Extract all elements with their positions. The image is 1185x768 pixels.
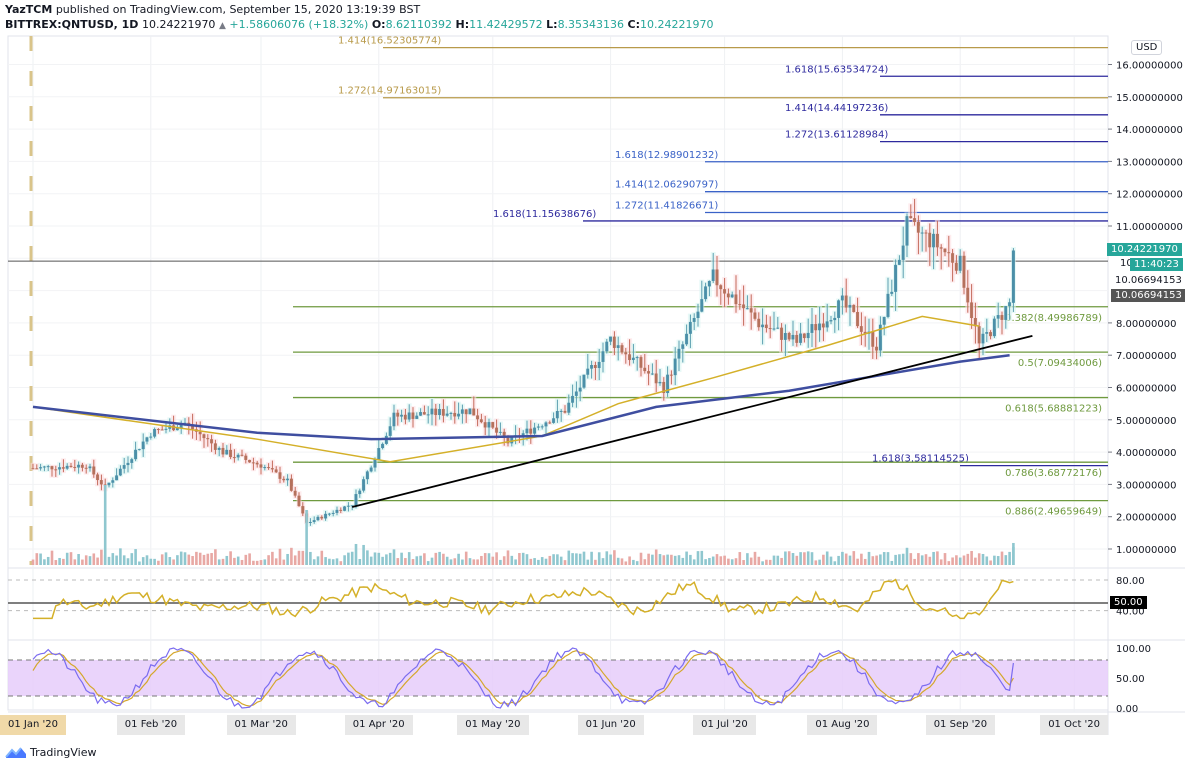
rsi-tick-label: 40.00 <box>1116 607 1145 618</box>
price-tick-label: 6.00000000 <box>1116 384 1176 395</box>
price-tick-label: 12.00000000 <box>1116 190 1183 201</box>
fib-retracement-label: 0.5(7.09434006) <box>1018 358 1102 369</box>
low-label: L: <box>546 18 558 31</box>
fib-retracement-label: 0.382(8.49986789) <box>1005 313 1102 324</box>
rsi-line[interactable] <box>33 578 1014 620</box>
published-text: published on TradingView.com, September … <box>55 3 421 16</box>
fib-extension-label: 1.618(12.98901232) <box>615 150 718 161</box>
time-axis-label: 01 Jul '20 <box>693 715 756 735</box>
fib-extension-label: 1.618(3.58114525) <box>872 454 969 465</box>
time-axis-label: 01 Oct '20 <box>1040 715 1109 735</box>
fib-extension-label: 1.272(13.61128984) <box>785 130 888 141</box>
fib-extension-label: 1.414(14.44197236) <box>785 103 888 114</box>
hline-value-label: 10.06694153 <box>1115 275 1182 286</box>
time-axis-label: 01 Aug '20 <box>807 715 878 735</box>
support-trendline[interactable] <box>351 334 1033 508</box>
open-value: 8.62110392 <box>385 18 453 31</box>
time-axis-label: 01 Apr '20 <box>344 715 413 735</box>
price-tick-label: 3.00000000 <box>1116 480 1176 491</box>
price-tick-label: 11.00000000 <box>1116 222 1183 233</box>
fib-retracement-label: 0.886(2.49659649) <box>1005 507 1102 518</box>
rsi-tick-label: 80.00 <box>1116 576 1145 587</box>
open-label: O: <box>371 18 386 31</box>
last-price: 10.24221970 <box>141 18 216 31</box>
price-tick-label: 15.00000000 <box>1116 93 1183 104</box>
time-axis-label: 01 Jun '20 <box>577 715 644 735</box>
price-tick-label: 7.00000000 <box>1116 351 1176 362</box>
close-value: 10.24221970 <box>640 18 714 31</box>
fib-extension-label: 1.272(11.41826671) <box>615 200 718 211</box>
price-tick-label: 2.00000000 <box>1116 513 1176 524</box>
partial-price-tick: 10. <box>1120 258 1136 269</box>
high-label: H: <box>455 18 470 31</box>
fib-retracement-label: 0.786(3.68772176) <box>1005 468 1102 479</box>
ma-fast-line[interactable] <box>32 315 980 463</box>
price-tick-label: 1.00000000 <box>1116 545 1176 556</box>
fib-extension-label: 1.414(16.52305774) <box>338 36 441 47</box>
price-tick-label: 13.00000000 <box>1116 157 1183 168</box>
stoch-k-line[interactable] <box>32 647 1014 709</box>
fib-extension-label: 1.618(15.63534724) <box>785 64 888 75</box>
tradingview-logo[interactable]: TradingView <box>5 745 96 759</box>
rsi-current-tag: 50.00 <box>1110 596 1147 609</box>
fib-extension-label: 1.414(12.06290797) <box>615 180 718 191</box>
time-axis-label: 01 Jan '20 <box>0 715 66 735</box>
price-tick-label: 16.00000000 <box>1116 61 1183 72</box>
price-tick-label: 14.00000000 <box>1116 125 1183 136</box>
brand-name: TradingView <box>30 745 97 759</box>
close-label: C: <box>627 18 641 31</box>
tradingview-cloud-icon <box>5 747 26 758</box>
ma-slow-line[interactable] <box>32 353 1010 441</box>
bar-countdown-tag: 11:40:23 <box>1130 258 1183 271</box>
time-axis-label: 01 May '20 <box>457 715 529 735</box>
time-axis-label: 01 Feb '20 <box>116 715 186 735</box>
price-tick-label: 8.00000000 <box>1116 319 1176 330</box>
price-change: +1.58606076 (+18.32%) <box>229 18 369 31</box>
price-tick-label: 4.00000000 <box>1116 448 1176 459</box>
hline-price-tag: 10.06694153 <box>1111 289 1185 302</box>
publisher-name: YazTCM <box>5 3 53 16</box>
last-price-tag: 10.24221970 <box>1107 243 1182 256</box>
time-axis-label: 01 Sep '20 <box>925 715 996 735</box>
high-value: 11.42429572 <box>469 18 543 31</box>
stoch-tick-label: 50.00 <box>1116 674 1145 685</box>
publish-info: YazTCM published on TradingView.com, Sep… <box>5 3 420 16</box>
stoch-tick-label: 100.00 <box>1116 644 1151 655</box>
fib-extension-label: 1.618(11.15638676) <box>493 209 596 220</box>
fib-retracement-label: 0.618(5.68881223) <box>1005 404 1102 415</box>
price-tick-label: 5.00000000 <box>1116 416 1176 427</box>
stoch-tick-label: 0.00 <box>1116 704 1138 715</box>
symbol-legend: BITTREX:QNTUSD, 1D 10.24221970 ▲ +1.5860… <box>5 18 714 31</box>
symbol-name[interactable]: BITTREX:QNTUSD, 1D <box>5 18 139 31</box>
stoch-d-line[interactable] <box>32 649 1014 707</box>
volume-bars <box>31 485 1015 565</box>
currency-label[interactable]: USD <box>1131 40 1163 55</box>
time-axis-label: 01 Mar '20 <box>226 715 296 735</box>
up-arrow-icon: ▲ <box>218 21 226 31</box>
fib-extension-label: 1.272(14.97163015) <box>338 86 441 97</box>
low-value: 8.35343136 <box>557 18 625 31</box>
